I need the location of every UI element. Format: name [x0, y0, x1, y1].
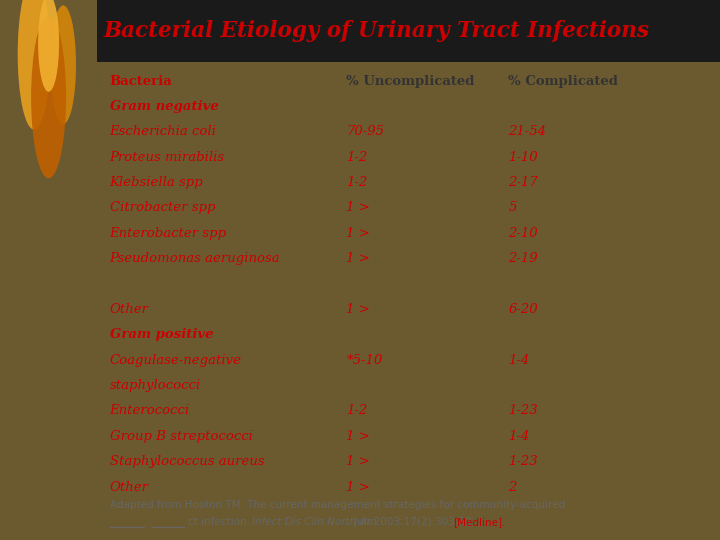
Text: Infect Dis Clin North Am.: Infect Dis Clin North Am. [252, 517, 379, 528]
Text: 1-23: 1-23 [508, 455, 538, 468]
Ellipse shape [50, 5, 76, 124]
Text: 1-4: 1-4 [508, 430, 529, 443]
Text: Pseudomonas aeruginosa: Pseudomonas aeruginosa [109, 252, 280, 265]
Text: Staphylococcus aureus: Staphylococcus aureus [109, 455, 264, 468]
Text: Gram negative: Gram negative [109, 100, 218, 113]
Text: Coagulase-negative: Coagulase-negative [109, 354, 242, 367]
Text: 1 >: 1 > [346, 481, 370, 494]
Text: 1 >: 1 > [346, 227, 370, 240]
Text: 1 >: 1 > [346, 455, 370, 468]
Text: 2-19: 2-19 [508, 252, 538, 265]
Text: 5: 5 [508, 201, 517, 214]
Text: 1-4: 1-4 [508, 354, 529, 367]
Text: Klebsiella spp: Klebsiella spp [109, 176, 204, 189]
Text: Gram positive: Gram positive [109, 328, 213, 341]
Text: 2-17: 2-17 [508, 176, 538, 189]
Text: 1-23: 1-23 [508, 404, 538, 417]
Text: [Medline].: [Medline]. [454, 517, 506, 528]
Bar [97, 0, 720, 62]
Text: Jun 2003;17(2):303-32.: Jun 2003;17(2):303-32. [351, 517, 479, 528]
Text: Other: Other [109, 303, 148, 316]
Text: 21-54: 21-54 [508, 125, 546, 138]
Text: ct infection.: ct infection. [187, 517, 253, 528]
Text: 2-10: 2-10 [508, 227, 538, 240]
Text: Bacteria: Bacteria [109, 75, 172, 87]
Text: Bacterial Etiology of Urinary Tract Infections: Bacterial Etiology of Urinary Tract Infe… [104, 20, 649, 42]
Text: % Uncomplicated: % Uncomplicated [346, 75, 474, 87]
Text: Citrobacter spp: Citrobacter spp [109, 201, 215, 214]
Text: Group B streptococci: Group B streptococci [109, 430, 253, 443]
Text: 1 >: 1 > [346, 201, 370, 214]
Text: Proteus mirabilis: Proteus mirabilis [109, 151, 225, 164]
Text: 1-2: 1-2 [346, 151, 368, 164]
Text: *5-10: *5-10 [346, 354, 382, 367]
Text: Other: Other [109, 481, 148, 494]
Text: 1 >: 1 > [346, 430, 370, 443]
Text: Adapted from Hooton TM. The current management strategies for community-acquired: Adapted from Hooton TM. The current mana… [109, 500, 565, 510]
Ellipse shape [18, 0, 50, 130]
Text: staphylococci: staphylococci [109, 379, 201, 392]
Ellipse shape [31, 16, 66, 178]
Text: Escherichia coli: Escherichia coli [109, 125, 217, 138]
Text: Enterococci: Enterococci [109, 404, 190, 417]
Text: Enterobacter spp: Enterobacter spp [109, 227, 227, 240]
Text: 2: 2 [508, 481, 517, 494]
Text: 1 >: 1 > [346, 303, 370, 316]
Text: 70-95: 70-95 [346, 125, 384, 138]
Text: % Complicated: % Complicated [508, 75, 618, 87]
Text: 1-10: 1-10 [508, 151, 538, 164]
Text: 6-20: 6-20 [508, 303, 538, 316]
Text: 1 >: 1 > [346, 252, 370, 265]
Ellipse shape [38, 0, 59, 92]
Text: 1-2: 1-2 [346, 176, 368, 189]
Text: 1-2: 1-2 [346, 404, 368, 417]
